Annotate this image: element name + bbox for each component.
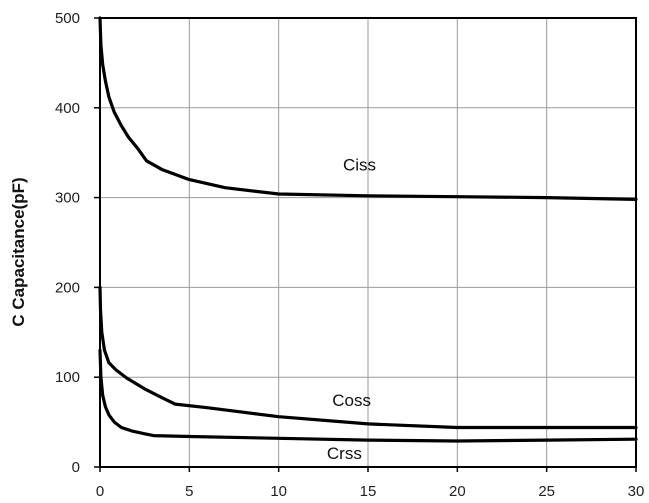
series-label-ciss: Ciss — [343, 156, 376, 175]
series-line-ciss — [98, 16, 638, 201]
y-tick-label-300: 300 — [55, 190, 80, 207]
series-label-crss: Crss — [327, 444, 362, 463]
x-tick-label-20: 20 — [449, 483, 466, 500]
series-lines — [98, 16, 638, 443]
y-tick-label-400: 400 — [55, 100, 80, 117]
axes — [94, 17, 637, 472]
y-tick-label-100: 100 — [55, 369, 80, 386]
x-tick-label-0: 0 — [96, 483, 104, 500]
series-line-coss — [98, 285, 638, 430]
y-tick-label-200: 200 — [55, 279, 80, 296]
x-tick-label-15: 15 — [360, 483, 377, 500]
series-label-coss: Coss — [332, 391, 371, 410]
x-tick-label-30: 30 — [628, 483, 645, 500]
grid-lines — [100, 18, 636, 467]
y-axis-label: C Capacitance(pF) — [9, 177, 28, 326]
x-tick-label-25: 25 — [538, 483, 555, 500]
y-tick-label-500: 500 — [55, 10, 80, 27]
x-tick-label-10: 10 — [270, 483, 287, 500]
y-tick-label-0: 0 — [72, 459, 80, 476]
series-line-crss — [98, 348, 638, 443]
plot-frame — [99, 17, 637, 468]
x-tick-label-5: 5 — [185, 483, 193, 500]
